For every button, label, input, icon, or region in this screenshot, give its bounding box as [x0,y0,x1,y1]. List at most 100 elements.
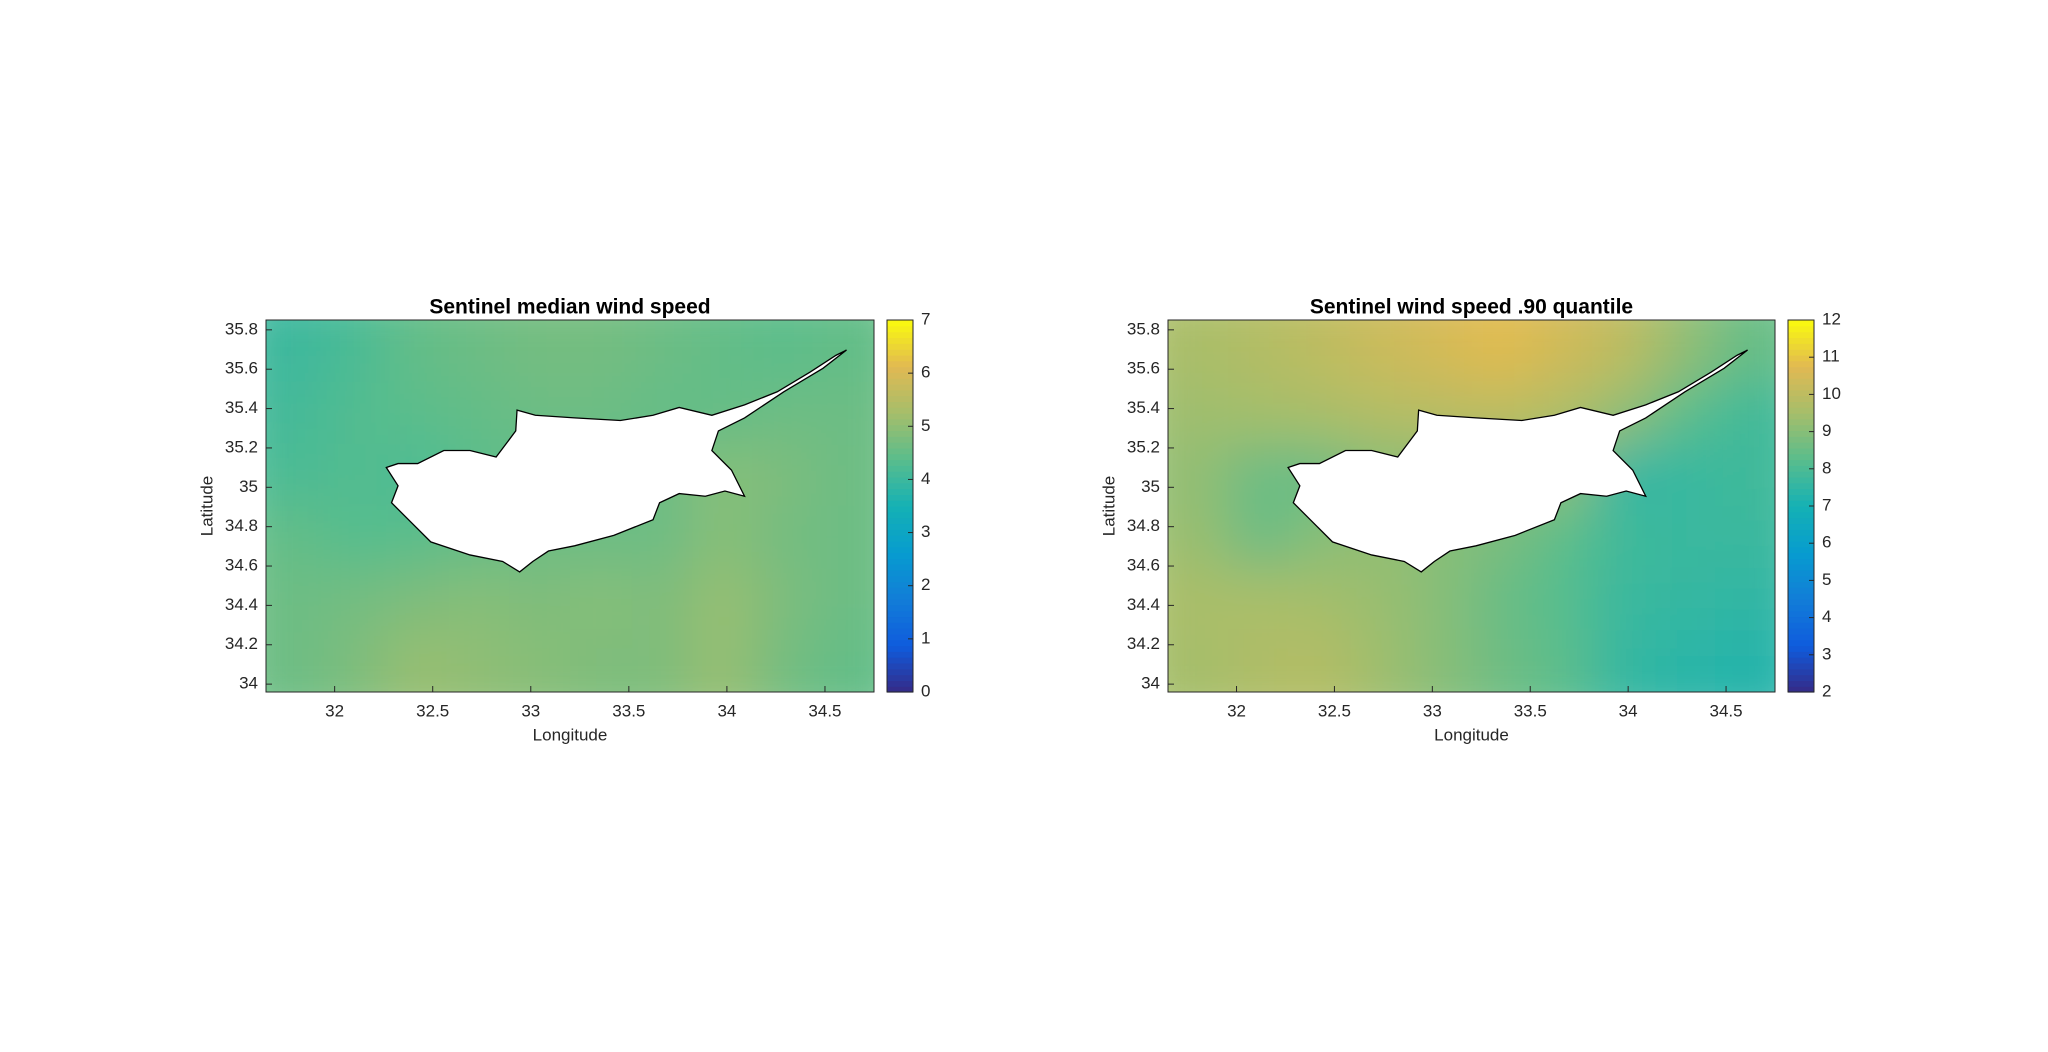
colorbar-tick-label: 3 [1822,644,1831,663]
colorbar-swatch [887,413,913,420]
colorbar-swatch [1788,511,1814,519]
colorbar-swatch [887,581,913,588]
colorbar-tick-label: 4 [921,469,930,488]
colorbar-swatch [887,407,913,414]
y-tick-label: 35.8 [1127,319,1160,338]
heat-cell [1653,444,1716,507]
heat-cell [1532,630,1594,692]
heat-cell [326,630,389,692]
colorbar-swatch [1788,383,1814,391]
colorbar-swatch [887,389,913,397]
colorbar-swatch [887,540,913,548]
colorbar-swatch [887,558,913,565]
colorbar-swatch [1788,558,1814,565]
heat-cell [1471,320,1534,383]
colorbar-swatch [887,354,913,362]
colorbar-swatch [1788,343,1814,350]
x-tick-label: 32.5 [416,701,449,720]
heat-cell [326,444,389,507]
colorbar-swatch [1788,378,1814,385]
colorbar-swatch [1788,523,1814,530]
colorbar-swatch [1788,354,1814,362]
colorbar-swatch [1788,633,1814,641]
colorbar-swatch [1788,465,1814,472]
heat-cell [630,630,693,692]
colorbar-swatch [887,628,913,635]
heat-cell [1168,382,1230,445]
colorbar-swatch [887,331,913,339]
colorbar-swatch [887,668,913,676]
colorbar-tick-label: 9 [1822,421,1831,440]
colorbar-tick-label: 2 [1822,681,1831,700]
heat-cell [1714,630,1775,692]
colorbar-swatch [1788,418,1814,426]
y-tick-label: 35.2 [225,437,258,456]
y-tick-label: 35.4 [225,398,258,417]
colorbar-swatch [1788,413,1814,420]
colorbar-swatch [1788,401,1814,408]
colorbar-swatch [887,610,913,618]
heat-cell [1289,320,1352,383]
x-tick-label: 33.5 [612,701,645,720]
colorbar-swatch [887,517,913,525]
heat-cell [1532,568,1594,631]
heat-cell [509,630,571,692]
field [1168,320,1775,692]
colorbar-swatch [1788,494,1814,501]
colorbar-tick-label: 6 [1822,533,1831,552]
y-axis-label: Latitude [1099,476,1118,537]
heat-cell [387,382,450,445]
colorbar-swatch [887,343,913,350]
colorbar-swatch [1788,540,1814,548]
heat-cell [1471,630,1534,692]
heat-cell [1714,506,1775,569]
colorbar-tick-label: 11 [1822,347,1840,366]
heat-cell [509,320,571,383]
colorbar-swatch [1788,662,1814,670]
colorbar-swatch [887,476,913,484]
heat-cell [266,320,328,383]
heat-cell [752,320,815,383]
x-axis-label: Longitude [1434,725,1509,744]
colorbar-swatch [1788,459,1814,466]
heat-cell [1350,630,1412,692]
heat-cell [1168,320,1230,383]
colorbar-swatch [887,511,913,519]
colorbar-swatch [1788,535,1814,542]
colorbar-swatch [887,482,913,490]
colorbar-swatch [887,662,913,670]
y-tick-label: 34.8 [1127,516,1160,535]
colorbar-swatch [1788,517,1814,525]
y-tick-label: 34.2 [1127,634,1160,653]
heat-cell [448,630,511,692]
heat-cell [1653,320,1716,383]
colorbar-swatch [887,465,913,472]
colorbar-swatch [1788,674,1814,681]
colorbar-swatch [887,593,913,600]
colorbar-swatch [1788,320,1814,327]
heat-cell [1289,382,1352,445]
colorbar-swatch [887,622,913,629]
colorbar-swatch [1788,447,1814,455]
colorbar-swatch [1788,668,1814,676]
heat-cell [448,382,511,445]
x-tick-label: 34 [1619,701,1638,720]
colorbar-tick-label: 6 [921,363,930,382]
colorbar-swatch [887,587,913,594]
colorbar-swatch [1788,325,1814,333]
colorbar-swatch [887,616,913,623]
heat-cell [1168,506,1230,569]
colorbar-swatch [887,645,913,652]
y-tick-label: 34 [1141,674,1160,693]
colorbar-swatch [1788,389,1814,397]
heat-cell [1410,320,1473,383]
colorbar-swatch [887,506,913,513]
heat-cell [1410,630,1473,692]
x-tick-label: 34.5 [1710,701,1743,720]
colorbar-swatch [887,337,913,344]
heat-cell [691,630,754,692]
heat-cell [1714,382,1775,445]
heat-cell [326,320,389,383]
colorbar-tick-label: 3 [921,522,930,541]
